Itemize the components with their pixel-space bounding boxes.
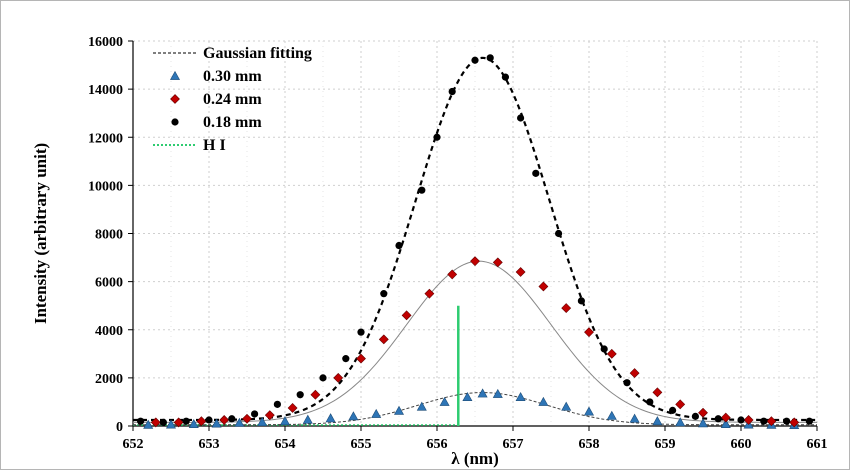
data-point-0-24-mm: [562, 304, 571, 313]
data-point-0-24-mm: [220, 415, 229, 424]
data-point-0-24-mm: [357, 354, 366, 363]
x-tick-label: 655: [351, 437, 372, 452]
data-point-0-18-mm: [601, 345, 608, 352]
data-point-0-18-mm: [433, 134, 440, 141]
data-point-0-18-mm: [555, 230, 562, 237]
data-point-0-18-mm: [760, 418, 767, 425]
data-point-0-18-mm: [137, 418, 144, 425]
data-point-0-18-mm: [342, 355, 349, 362]
data-point-0-18-mm: [715, 415, 722, 422]
y-tick-label: 0: [116, 420, 123, 435]
y-tick-label: 12000: [88, 131, 123, 146]
data-point-0-24-mm: [539, 282, 548, 291]
data-point-0-24-mm: [676, 400, 685, 409]
data-point-0-24-mm: [721, 413, 730, 422]
x-axis-label: λ (nm): [451, 449, 499, 468]
y-tick-label: 2000: [95, 372, 123, 387]
data-point-0-18-mm: [806, 418, 813, 425]
data-point-0-18-mm: [319, 374, 326, 381]
data-point-0-30-mm: [167, 420, 176, 428]
gaussian-fit-line: [133, 58, 817, 420]
legend-swatch-triangle: [171, 72, 180, 80]
data-point-0-30-mm: [417, 402, 426, 410]
data-point-0-18-mm: [274, 401, 281, 408]
data-point-0-18-mm: [487, 54, 494, 61]
legend-label: 0.24 mm: [203, 91, 262, 108]
data-point-0-18-mm: [183, 418, 190, 425]
y-tick-label: 10000: [88, 179, 123, 194]
y-tick-label: 6000: [95, 276, 123, 291]
data-point-0-18-mm: [228, 415, 235, 422]
x-tick-label: 659: [655, 437, 676, 452]
data-point-0-18-mm: [449, 88, 456, 95]
x-tick-label: 654: [275, 437, 296, 452]
data-point-0-24-mm: [585, 328, 594, 337]
data-point-0-18-mm: [783, 418, 790, 425]
data-point-0-18-mm: [471, 57, 478, 64]
data-point-0-18-mm: [357, 329, 364, 336]
legend-label: 0.30 mm: [203, 68, 262, 85]
data-point-0-30-mm: [630, 414, 639, 422]
legend-swatch-diamond: [171, 95, 180, 104]
data-point-0-24-mm: [311, 390, 320, 399]
data-point-0-24-mm: [288, 403, 297, 412]
x-tick-label: 661: [807, 437, 828, 452]
data-point-0-24-mm: [699, 408, 708, 417]
data-point-0-18-mm: [205, 416, 212, 423]
data-point-0-18-mm: [418, 187, 425, 194]
x-tick-label: 656: [427, 437, 448, 452]
data-point-0-18-mm: [160, 419, 167, 426]
data-point-0-30-mm: [349, 412, 358, 420]
legend-label: Gaussian fitting: [203, 45, 312, 62]
data-point-0-18-mm: [251, 410, 258, 417]
x-tick-label: 657: [503, 437, 524, 452]
x-tick-label: 658: [579, 437, 600, 452]
data-point-0-30-mm: [607, 411, 616, 419]
data-point-0-18-mm: [578, 297, 585, 304]
data-point-0-30-mm: [326, 414, 335, 422]
data-point-0-24-mm: [448, 270, 457, 279]
data-point-0-18-mm: [623, 379, 630, 386]
data-point-0-18-mm: [646, 398, 653, 405]
x-tick-label: 653: [199, 437, 220, 452]
data-point-0-18-mm: [380, 290, 387, 297]
data-point-0-18-mm: [669, 407, 676, 414]
data-point-0-24-mm: [516, 268, 525, 277]
data-point-0-24-mm: [630, 369, 639, 378]
legend-label: H I: [203, 137, 226, 154]
data-point-0-30-mm: [516, 393, 525, 401]
x-tick-label: 652: [123, 437, 144, 452]
legend-swatch-circle: [171, 118, 178, 125]
y-axis-label: Intensity (arbitrary unit): [31, 143, 50, 324]
data-point-0-18-mm: [395, 242, 402, 249]
data-point-0-24-mm: [379, 335, 388, 344]
y-tick-label: 8000: [95, 228, 123, 243]
data-point-0-18-mm: [737, 416, 744, 423]
data-point-0-30-mm: [372, 409, 381, 417]
data-point-0-30-mm: [463, 393, 472, 401]
data-point-0-18-mm: [517, 114, 524, 121]
y-tick-label: 4000: [95, 324, 123, 339]
data-point-0-18-mm: [297, 391, 304, 398]
data-point-0-24-mm: [653, 388, 662, 397]
y-tick-label: 16000: [88, 35, 123, 50]
data-point-0-24-mm: [744, 415, 753, 424]
data-point-0-30-mm: [539, 397, 548, 405]
data-point-0-18-mm: [692, 413, 699, 420]
data-point-0-30-mm: [653, 417, 662, 425]
data-point-0-18-mm: [532, 170, 539, 177]
y-tick-label: 14000: [88, 83, 123, 98]
data-point-0-24-mm: [607, 349, 616, 358]
data-point-0-30-mm: [585, 407, 594, 415]
x-tick-label: 660: [731, 437, 752, 452]
data-point-0-30-mm: [303, 415, 312, 423]
data-point-0-30-mm: [699, 419, 708, 427]
data-point-0-24-mm: [471, 257, 480, 266]
legend-label: 0.18 mm: [203, 114, 262, 131]
data-point-0-30-mm: [562, 402, 571, 410]
data-point-0-18-mm: [502, 73, 509, 80]
data-point-0-24-mm: [402, 311, 411, 320]
